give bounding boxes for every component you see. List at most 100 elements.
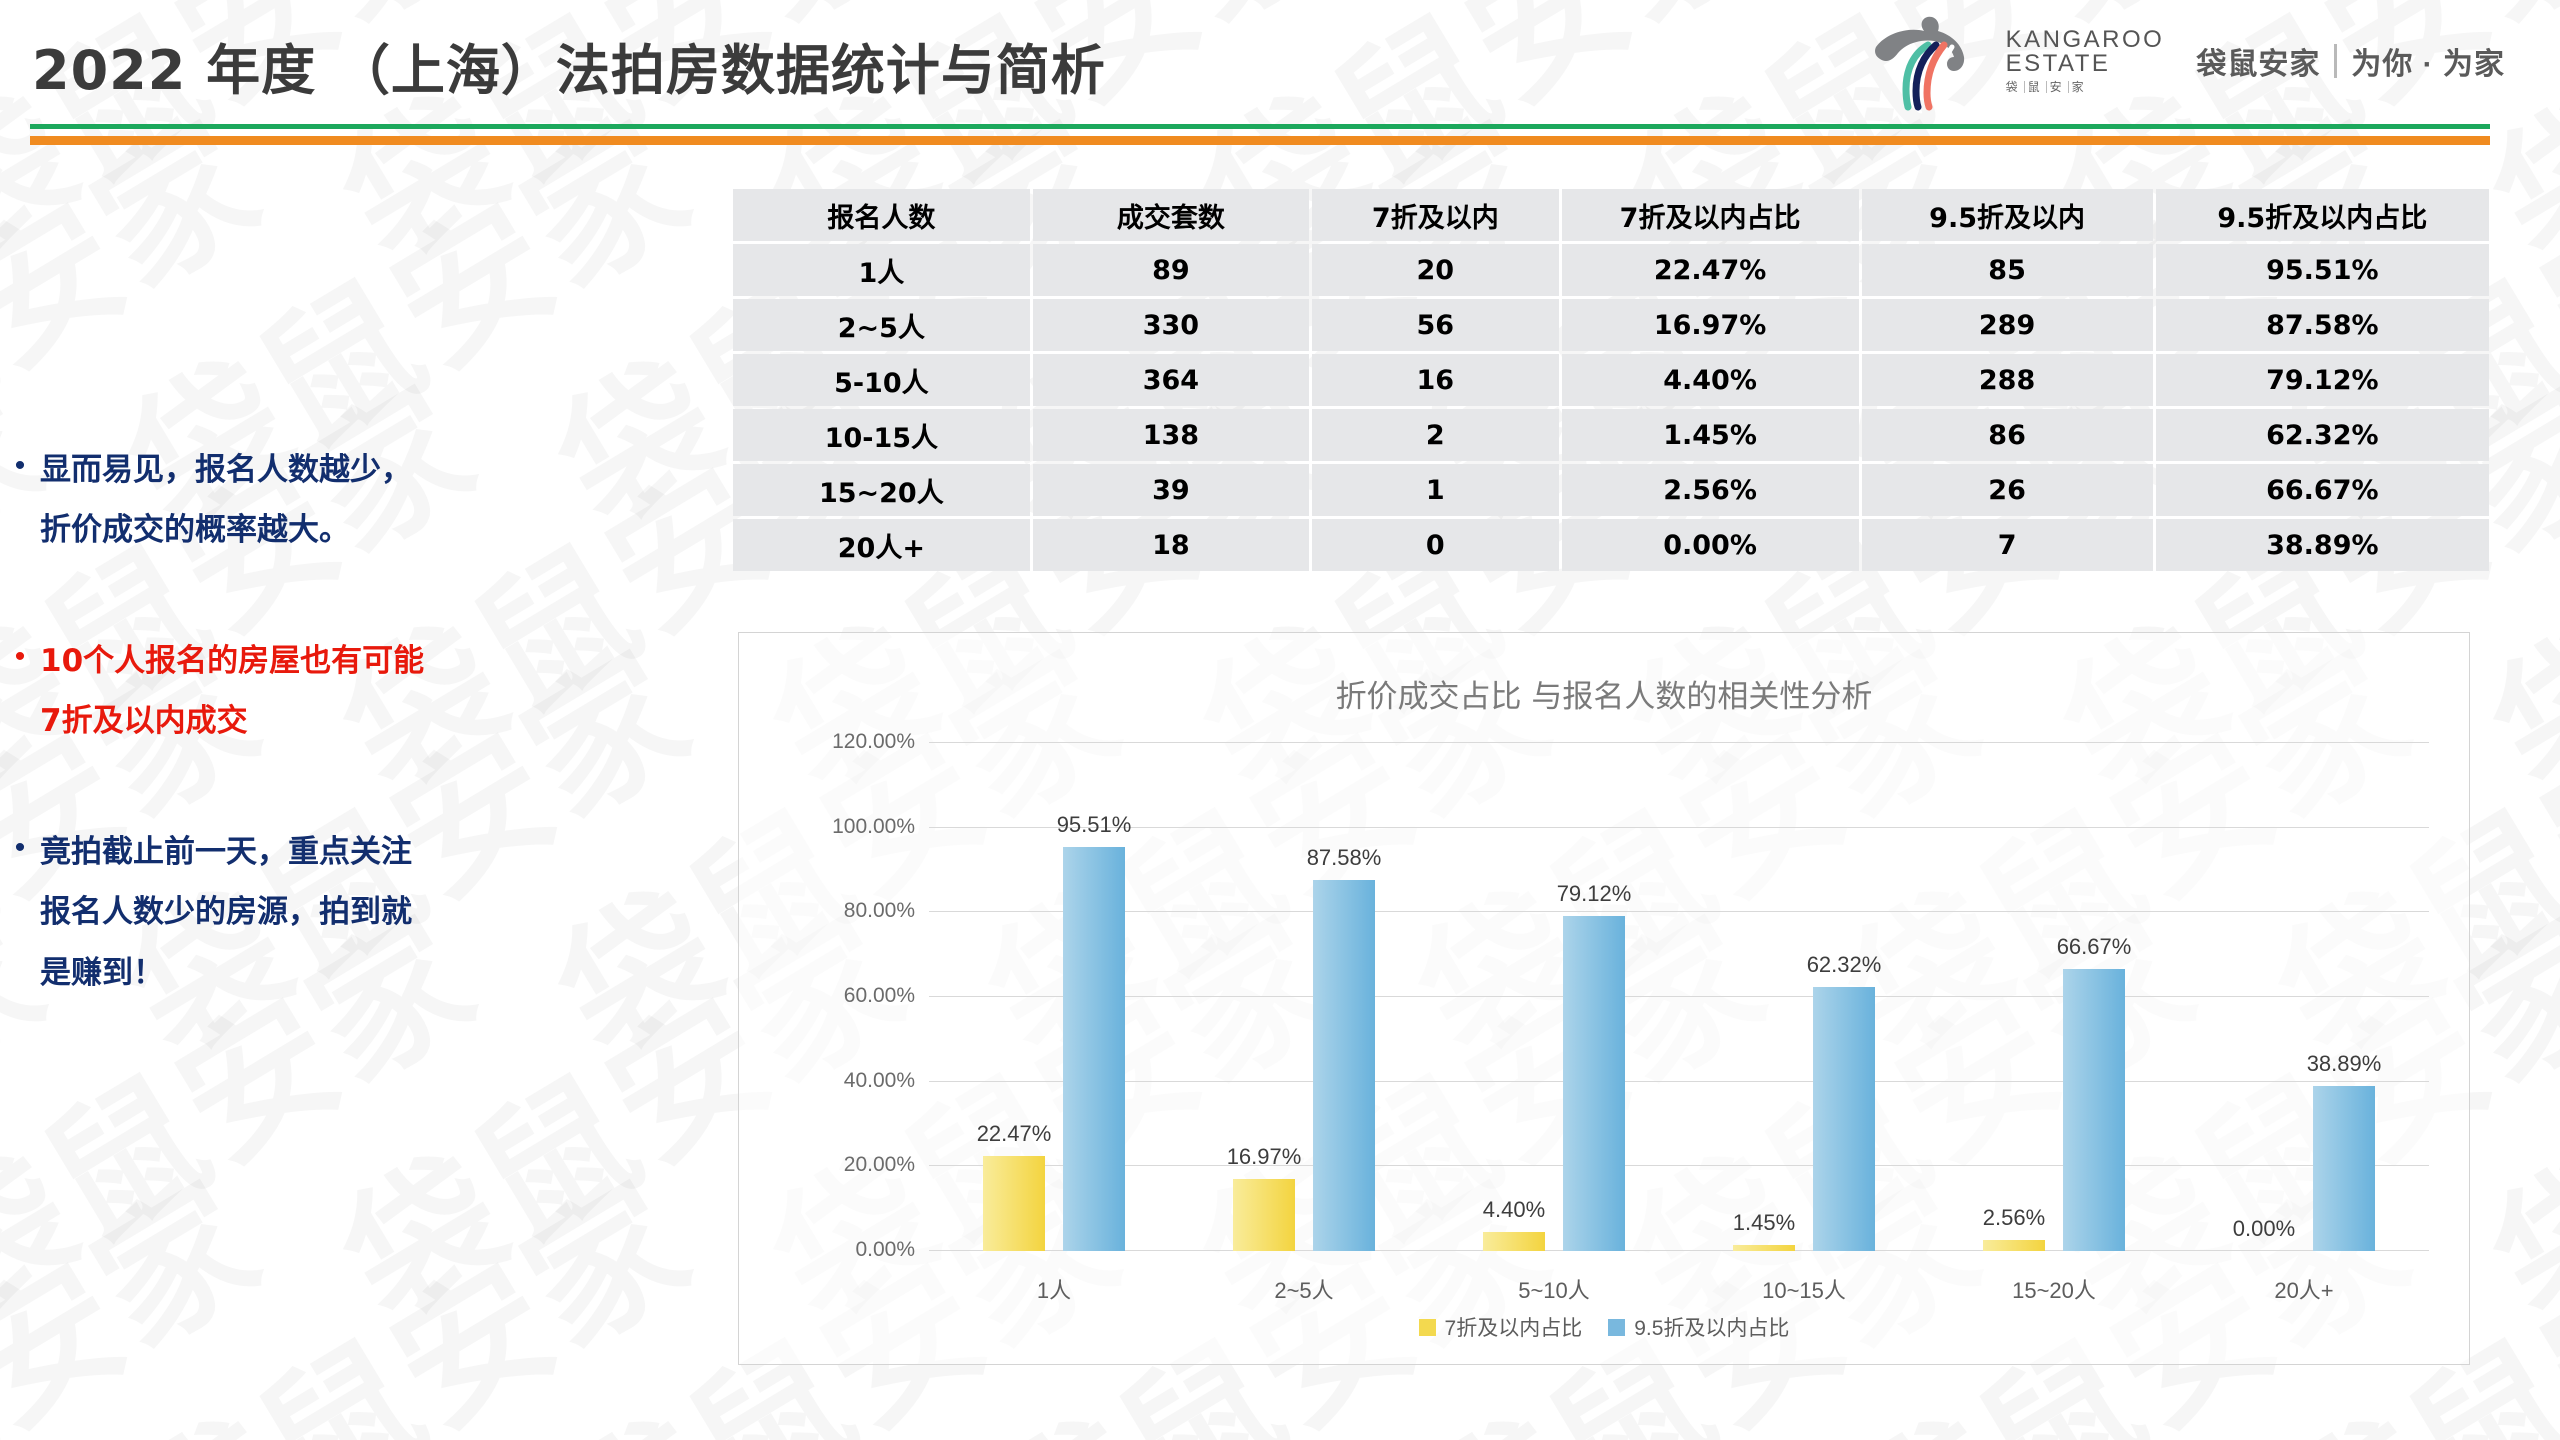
table-cell: 22.47% [1561,244,1859,296]
chart-category-group: 2.56% 66.67% 15~20人 [1929,743,2179,1303]
table-cell: 289 [1861,299,2153,351]
chart-bar[interactable]: 38.89% [2307,1051,2381,1251]
table-cell: 56 [1312,299,1559,351]
table-row-label: 5-10人 [733,354,1030,406]
table-row: 20人+ 18 0 0.00% 7 38.89% [733,519,2489,571]
chart-bar-value-label: 22.47% [976,1120,1052,1146]
chart-legend-item[interactable]: 7折及以内占比 [1418,1312,1582,1342]
table-cell: 16.97% [1561,299,1859,351]
table-cell: 138 [1032,409,1310,461]
chart-legend: 7折及以内占比 9.5折及以内占比 [739,1312,2469,1342]
stats-table: 报名人数 成交套数 7折及以内 7折及以内占比 9.5折及以内 9.5折及以内占比 1人 8… [730,186,2492,574]
chart-y-tick-label: 80.00% [843,899,915,923]
chart-gridline: 80.00% [844,899,2429,922]
chart-bar[interactable]: 16.97% [1227,1144,1301,1251]
chart-x-tick-label: 2~5人 [1274,1278,1334,1303]
watermark-text: 袋鼠安家 [0,1387,78,1440]
chart-legend-swatch [1608,1318,1626,1336]
table-row: 10-15人 138 2 1.45% 86 62.32% [733,409,2489,461]
chart-x-tick-label: 20人+ [2274,1278,2334,1303]
chart-legend-label: 9.5折及以内占比 [1634,1317,1790,1340]
chart-bar[interactable]: 87.58% [1307,845,1381,1251]
brand-logo-line2: ESTATE [2005,50,2111,77]
chart-bar[interactable]: 66.67% [2057,934,2131,1251]
bullet-text: 10个人报名的房屋也有可能7折及以内成交 [40,642,425,740]
brand-logo-subtitle: 袋 鼠 安 家 [2006,81,2165,93]
brand-logo-sub-0: 袋 [2005,80,2021,94]
chart-title: 折价成交占比 与报名人数的相关性分析 [1335,679,1873,715]
watermark-text: 袋鼠安家 [83,1122,723,1440]
table-cell: 364 [1032,354,1310,406]
bullet-list: • 显而易见，报名人数越少，折价成交的概率越大。 • 10个人报名的房屋也有可能7折及… [0,440,700,1073]
header-rule-green [30,124,2490,129]
chart-category-group: 4.40% 79.12% 5~10人 [1429,743,1679,1303]
table-row-label: 20人+ [733,519,1030,571]
table-row-label: 15~20人 [733,464,1030,516]
bullet-item: • 竟拍截止前一天，重点关注报名人数少的房源，拍到就是赚到！ [0,822,700,1003]
table-column-header: 成交套数 [1032,189,1310,241]
chart-bar[interactable]: 4.40% [1483,1197,1545,1251]
table-cell: 87.58% [2155,299,2489,351]
bullet-text: 竟拍截止前一天，重点关注报名人数少的房源，拍到就是赚到！ [40,833,412,991]
watermark-text: 袋鼠安家 [0,1122,293,1440]
table-row-label: 10-15人 [733,409,1030,461]
chart-x-tick-label: 5~10人 [1518,1278,1590,1303]
brand-logo-text: KANGAROO ESTATE 袋 鼠 安 家 [2006,28,2165,93]
chart-bars-layer: 22.47% 95.51% 1人 16.97% 87.58% 2~5人 4.40% 79.12… [929,743,2429,1303]
chart-gridline: 40.00% [844,1069,2429,1092]
chart-legend-item[interactable]: 9.5折及以内占比 [1608,1312,1789,1342]
table-column-header: 9.5折及以内 [1861,189,2153,241]
table-row-label: 2~5人 [733,299,1030,351]
brand-logo-sub-1: 鼠 [2023,81,2043,93]
table-cell: 7 [1861,519,2153,571]
table-cell: 2.56% [1561,464,1859,516]
watermark-text: 袋鼠安家 [298,1387,938,1440]
table-cell: 1 [1312,464,1559,516]
table-cell: 62.32% [2155,409,2489,461]
table-cell: 16 [1312,354,1559,406]
table-cell: 86 [1861,409,2153,461]
chart-bar[interactable]: 1.45% [1733,1210,1795,1251]
chart-bar-value-label: 66.67% [2056,933,2132,959]
table-row: 2~5人 330 56 16.97% 289 87.58% [733,299,2489,351]
table-row: 1人 89 20 22.47% 85 95.51% [733,244,2489,296]
watermark-text: 袋鼠安家 [728,1387,1368,1440]
chart-y-tick-label: 0.00% [855,1238,915,1261]
brand-divider [2334,43,2338,78]
table-cell: 89 [1032,244,1310,296]
table-row: 5-10人 364 16 4.40% 288 79.12% [733,354,2489,406]
brand-block: KANGAROO ESTATE 袋 鼠 安 家 袋鼠安家 为你 · 为家 [1868,8,2505,113]
table-column-header: 7折及以内占比 [1561,189,1859,241]
table-cell: 39 [1032,464,1310,516]
chart-bar-value-label: 62.32% [1806,952,1882,978]
chart-gridline: 60.00% [844,984,2429,1007]
chart-bar[interactable]: 62.32% [1807,952,1881,1251]
table-column-header: 9.5折及以内占比 [2155,189,2489,241]
chart-bar[interactable]: 95.51% [1057,812,1131,1251]
chart-bar[interactable]: 2.56% [1983,1205,2045,1251]
chart-bar-value-label: 79.12% [1556,881,1632,907]
chart-bar[interactable]: 79.12% [1557,881,1631,1251]
table-cell: 18 [1032,519,1310,571]
chart-gridline: 120.00% [832,730,2429,753]
chart-bar-value-label: 38.89% [2306,1051,2382,1077]
bullet-text: 显而易见，报名人数越少，折价成交的概率越大。 [40,452,412,549]
chart-category-group: 1.45% 62.32% 10~15人 [1679,743,1929,1303]
brand-name: 袋鼠安家 [2196,47,2321,81]
brand-tagline: 袋鼠安家 为你 · 为家 [2196,39,2505,83]
table-cell: 95.51% [2155,244,2489,296]
chart-gridline: 20.00% [844,1153,2429,1176]
chart-y-tick-label: 20.00% [843,1153,915,1177]
chart-y-tick-label: 100.00% [832,814,915,838]
table-body: 1人 89 20 22.47% 85 95.51% 2~5人 330 56 16.97% 289 87… [733,244,2489,571]
brand-logo-sub-3: 家 [2067,81,2087,93]
brand-logo-sub-2: 安 [2045,81,2065,93]
chart-bar[interactable]: 22.47% [977,1121,1051,1251]
bullet-item: • 10个人报名的房屋也有可能7折及以内成交 [0,631,700,752]
bullet-marker-icon: • [14,639,26,673]
chart-bar-value-label: 4.40% [1482,1197,1546,1223]
brand-logo-line1: KANGAROO [2005,26,2165,53]
chart-y-tick-label: 120.00% [832,730,915,753]
chart-x-tick-label: 15~20人 [2012,1278,2096,1303]
watermark-text: 袋鼠安家 [1588,1387,2228,1440]
